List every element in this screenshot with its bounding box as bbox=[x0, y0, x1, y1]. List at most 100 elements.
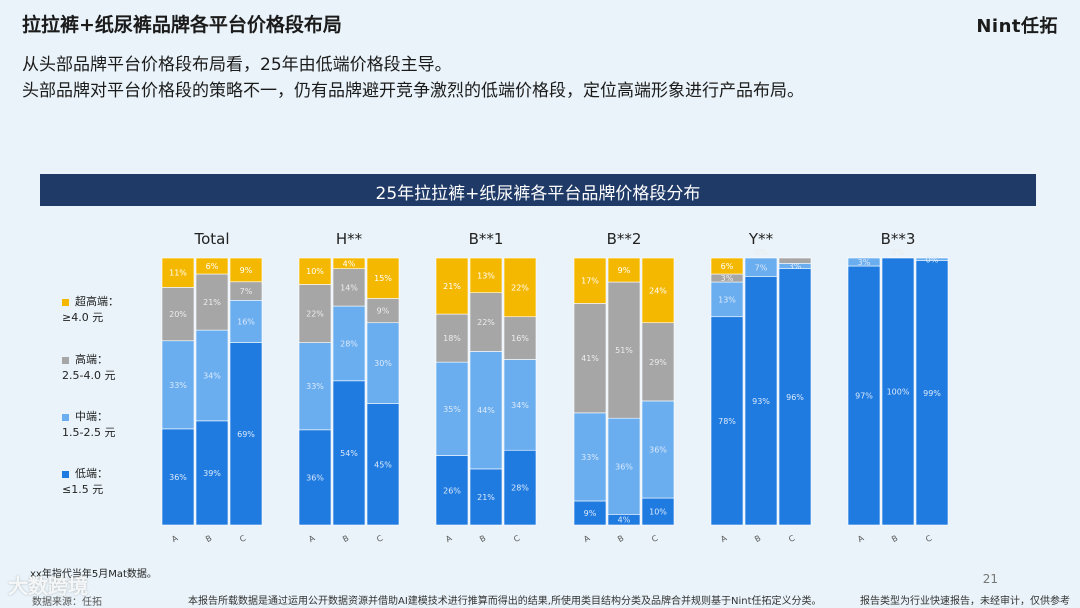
data-label: 54% bbox=[340, 449, 358, 458]
bar-segment-mid bbox=[641, 400, 675, 499]
legend-item-super-high: 超高端： ≥4.0 元 bbox=[62, 294, 119, 326]
bar-segment-low bbox=[469, 468, 503, 526]
x-tick-label: B bbox=[478, 534, 487, 545]
data-label: 39% bbox=[203, 469, 221, 478]
bar-segment-high bbox=[607, 281, 641, 419]
bar-segment-super-high bbox=[229, 257, 263, 283]
data-label: 3% bbox=[721, 274, 734, 283]
data-label: 16% bbox=[237, 317, 255, 326]
bar-segment-high bbox=[503, 316, 537, 360]
legend-item-low: 低端： ≤1.5 元 bbox=[62, 466, 108, 498]
bar-segment-low bbox=[881, 257, 915, 526]
bar-segment-low bbox=[435, 455, 469, 526]
bar-segment-super-high bbox=[710, 257, 744, 275]
data-label: 3% bbox=[789, 262, 802, 271]
legend-swatch-icon bbox=[62, 470, 69, 478]
x-tick-label: C bbox=[238, 533, 248, 544]
data-label: 9% bbox=[618, 266, 631, 275]
bar-segment-low bbox=[915, 260, 949, 526]
data-label: 36% bbox=[615, 462, 633, 471]
bar-segment-mid bbox=[195, 329, 229, 422]
page-title: 拉拉裤+纸尿裤品牌各平台价格段布局 bbox=[22, 14, 342, 36]
legend-swatch-icon bbox=[62, 356, 69, 364]
group-title: B**1 bbox=[469, 230, 504, 248]
bar-segment-mid bbox=[744, 257, 778, 277]
brand-logo: Nint任拓 bbox=[976, 16, 1058, 37]
bar-segment-high bbox=[161, 287, 195, 342]
bar-segment-high bbox=[298, 284, 332, 343]
x-tick-label: C bbox=[787, 533, 797, 544]
x-tick-label: A bbox=[856, 533, 866, 544]
x-tick-label: B bbox=[204, 534, 213, 545]
data-label: 7% bbox=[755, 263, 768, 272]
data-label: 9% bbox=[377, 307, 390, 316]
data-label: 7% bbox=[240, 287, 253, 296]
bar-segment-mid bbox=[469, 351, 503, 470]
bar-segment-low bbox=[229, 342, 263, 526]
watermark: 大数跨境 bbox=[8, 574, 88, 598]
chart-banner: 25年拉拉裤+纸尿裤各平台品牌价格段分布 bbox=[40, 174, 1036, 206]
data-label: 36% bbox=[306, 473, 324, 482]
legend-name: 中端： bbox=[75, 410, 108, 423]
bar-segment-super-high bbox=[469, 257, 503, 294]
data-label: 97% bbox=[855, 392, 873, 401]
chart-banner-title: 25年拉拉裤+纸尿裤各平台品牌价格段分布 bbox=[375, 184, 701, 204]
bar-segment-mid bbox=[503, 359, 537, 451]
bar-segment-low bbox=[573, 500, 607, 526]
bar-segment-mid bbox=[607, 417, 641, 515]
data-label: 9% bbox=[240, 266, 253, 275]
bar-segment-super-high bbox=[607, 257, 641, 283]
data-label: 41% bbox=[581, 354, 599, 363]
data-label: 21% bbox=[203, 298, 221, 307]
data-label: 30% bbox=[374, 359, 392, 368]
bar-segment-super-high bbox=[298, 257, 332, 285]
legend-range: 2.5-4.0 元 bbox=[62, 369, 116, 382]
bar-segment-high bbox=[778, 257, 812, 264]
data-label: 13% bbox=[477, 271, 495, 280]
data-label: 45% bbox=[374, 460, 392, 469]
bar-segment-low bbox=[503, 449, 537, 526]
data-label: 17% bbox=[581, 277, 599, 286]
bar-segment-mid bbox=[573, 412, 607, 502]
group-title: Total bbox=[193, 230, 229, 248]
x-tick-label: C bbox=[512, 533, 522, 544]
data-label: 35% bbox=[443, 405, 461, 414]
legend-name: 低端： bbox=[75, 467, 108, 480]
data-label: 21% bbox=[477, 493, 495, 502]
bar-segment-low bbox=[195, 420, 229, 526]
data-label: 14% bbox=[340, 283, 358, 292]
bar-segment-low bbox=[332, 380, 366, 526]
page-number: 21 bbox=[982, 572, 998, 586]
data-label: 22% bbox=[306, 310, 324, 319]
data-label: 78% bbox=[718, 417, 736, 426]
data-label: 11% bbox=[169, 269, 187, 278]
legend-name: 高端： bbox=[75, 353, 108, 366]
bar-segment-high bbox=[435, 313, 469, 363]
bar-segment-mid bbox=[298, 342, 332, 431]
footnote: xx年指代当年5月Mat数据。 bbox=[30, 569, 157, 580]
bar-segment-super-high bbox=[503, 257, 537, 318]
group-title: H** bbox=[336, 230, 363, 248]
data-label: 6% bbox=[721, 262, 734, 271]
data-label: 13% bbox=[718, 295, 736, 304]
bar-segment-high bbox=[641, 322, 675, 402]
data-label: 6% bbox=[206, 262, 219, 271]
data-label: 69% bbox=[237, 430, 255, 439]
bar-segment-mid bbox=[161, 340, 195, 430]
data-label: 36% bbox=[649, 445, 667, 454]
data-label: 33% bbox=[581, 453, 599, 462]
bar-segment-low bbox=[161, 428, 195, 526]
data-label: 36% bbox=[169, 473, 187, 482]
x-tick-label: A bbox=[719, 533, 729, 544]
data-label: 26% bbox=[443, 486, 461, 495]
x-tick-label: A bbox=[170, 533, 180, 544]
bar-segment-super-high bbox=[195, 257, 229, 275]
bar-segment-low bbox=[778, 268, 812, 526]
bar-segment-high bbox=[469, 292, 503, 352]
data-label: 99% bbox=[923, 389, 941, 398]
bar-segment-high bbox=[573, 303, 607, 414]
legend-range: ≥4.0 元 bbox=[62, 311, 104, 324]
bar-segment-low bbox=[744, 276, 778, 526]
x-tick-label: B bbox=[890, 534, 899, 545]
